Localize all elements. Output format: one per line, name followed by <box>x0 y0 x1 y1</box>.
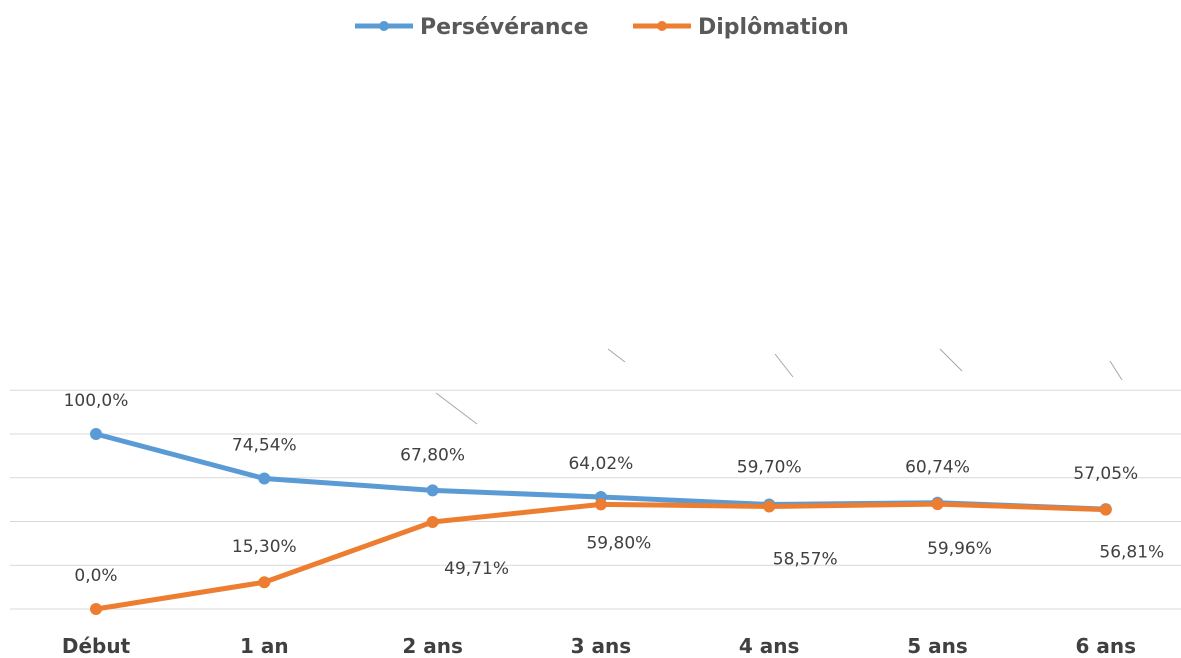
data-label-diplomation: 49,71% <box>444 559 509 579</box>
x-tick-label: 5 ans <box>907 634 968 658</box>
x-tick-label: 1 an <box>240 634 289 658</box>
legend-item-perseverance: Persévérance <box>355 15 589 40</box>
data-point-perseverance <box>426 484 439 497</box>
leader-line-diplomation <box>1109 360 1123 381</box>
leader-line-diplomation <box>435 392 478 425</box>
data-point-diplomation <box>258 576 271 589</box>
data-point-diplomation <box>931 498 944 511</box>
legend: Persévérance Diplômation <box>355 15 849 40</box>
legend-label-diplomation: Diplômation <box>698 15 849 40</box>
data-label-perseverance: 67,80% <box>400 445 465 465</box>
data-label-diplomation: 0,0% <box>74 566 117 586</box>
data-labels: 100,0% 74,54% 67,80% 64,02% 59,70% 60,74% 57,0… <box>64 391 1165 586</box>
data-point-perseverance <box>258 472 271 485</box>
data-label-diplomation: 59,80% <box>586 533 651 553</box>
gridlines <box>10 389 1181 610</box>
data-label-perseverance: 74,54% <box>232 436 297 456</box>
x-tick-label: 6 ans <box>1076 634 1137 658</box>
data-points <box>90 428 1112 615</box>
data-label-diplomation: 58,57% <box>773 550 838 570</box>
data-label-perseverance: 57,05% <box>1073 464 1138 484</box>
leader-lines <box>435 348 1123 425</box>
legend-marker-diplomation <box>657 21 667 31</box>
data-label-perseverance: 64,02% <box>568 454 633 474</box>
data-label-diplomation: 59,96% <box>927 539 992 559</box>
data-point-diplomation <box>426 516 439 529</box>
leader-line-diplomation <box>939 348 963 372</box>
legend-marker-perseverance <box>379 21 389 31</box>
data-point-diplomation <box>594 498 607 511</box>
data-label-perseverance: 100,0% <box>64 391 129 411</box>
x-axis-tick-labels: Début 1 an 2 ans 3 ans 4 ans 5 ans 6 ans <box>62 634 1136 658</box>
leader-line-diplomation <box>607 348 626 363</box>
leader-line-diplomation <box>774 353 794 378</box>
data-point-diplomation <box>763 500 776 513</box>
legend-label-perseverance: Persévérance <box>420 15 589 40</box>
data-point-diplomation <box>90 603 102 615</box>
data-point-perseverance <box>90 428 102 440</box>
x-tick-label: 2 ans <box>402 634 463 658</box>
x-tick-label: 4 ans <box>739 634 800 658</box>
x-tick-label: 3 ans <box>571 634 632 658</box>
data-label-diplomation: 15,30% <box>232 537 297 557</box>
data-point-diplomation <box>1099 503 1112 516</box>
data-label-perseverance: 60,74% <box>905 458 970 478</box>
data-label-perseverance: 59,70% <box>737 458 802 478</box>
legend-item-diplomation: Diplômation <box>633 15 849 40</box>
x-tick-label: Début <box>62 634 131 658</box>
data-label-diplomation: 56,81% <box>1099 543 1164 563</box>
